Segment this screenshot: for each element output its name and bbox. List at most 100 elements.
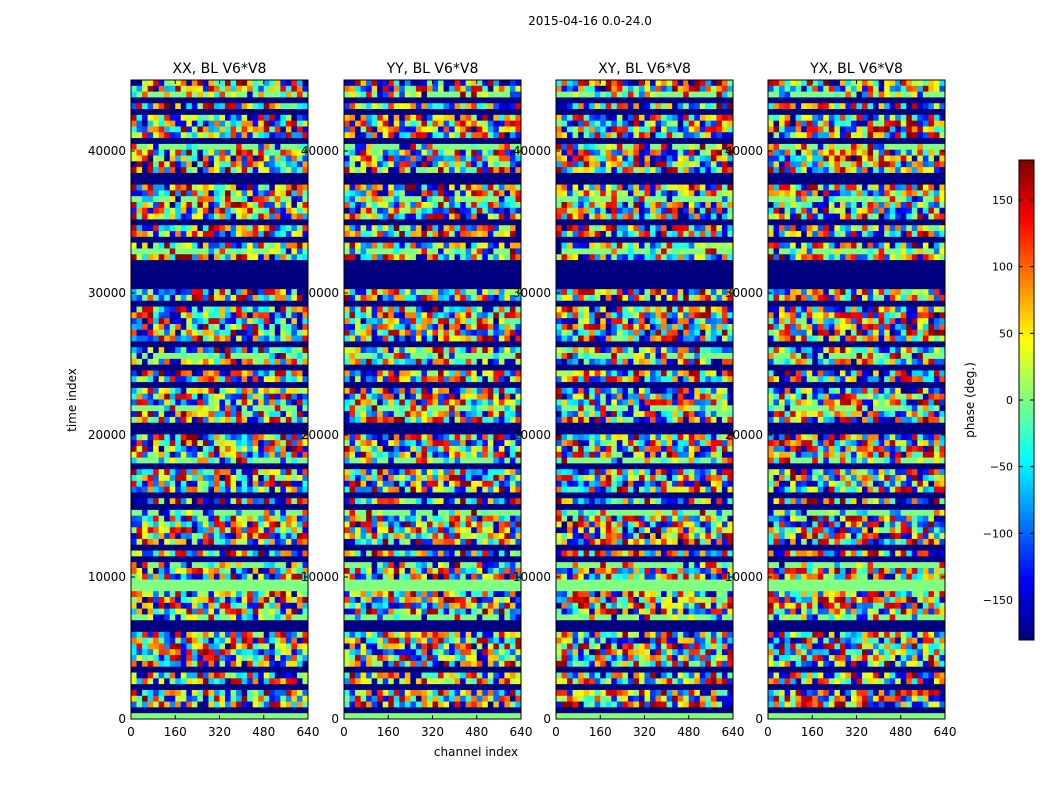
heatmap-cell [164,167,171,174]
heatmap-cell [504,103,511,110]
heatmap-cell [175,353,182,360]
heatmap-cell [454,213,461,220]
heatmap-cell [421,231,428,238]
heatmap-cell [208,196,215,203]
heatmap-cell [142,178,148,185]
heatmap-cell [415,283,422,290]
heatmap-cell [191,608,198,615]
heatmap-cell [197,254,204,261]
heatmap-cell [377,190,384,197]
heatmap-cell [393,126,400,133]
heatmap-cell [131,126,137,133]
heatmap-cell [291,434,298,441]
heatmap-cell [175,294,182,302]
heatmap-cell [153,376,160,383]
heatmap-cell [164,579,171,586]
heatmap-cell [186,353,193,360]
heatmap-cell [388,306,395,313]
heatmap-cell [388,196,395,203]
heatmap-cell [476,126,483,133]
heatmap-cell [191,655,198,662]
heatmap-cell [131,370,137,377]
heatmap-cell [471,80,478,87]
heatmap-cell [415,335,422,342]
heatmap-cell [208,521,215,528]
heatmap-cell [509,219,516,226]
heatmap-cell [153,451,160,458]
heatmap-cell [360,271,367,278]
heatmap-cell [191,591,198,598]
heatmap-cell [169,254,176,261]
heatmap-cell [180,567,187,575]
heatmap-cell [360,109,367,116]
heatmap-cell [421,97,428,104]
heatmap-cell [197,405,204,412]
heatmap-cell [285,469,292,476]
heatmap-cell [180,294,187,302]
heatmap-cell [415,172,422,180]
heatmap-cell [415,306,422,313]
heatmap-cell [498,289,505,296]
heatmap-cell [471,318,478,325]
heatmap-cell [280,143,287,151]
heatmap-cell [388,294,395,302]
heatmap-cell [355,260,361,267]
heatmap-cell [131,411,137,418]
heatmap-cell [147,544,154,551]
heatmap-cell [247,172,254,180]
heatmap-cell [498,213,505,220]
heatmap-cell [285,660,292,668]
heatmap-cell [241,585,248,592]
heatmap-cell [263,283,270,290]
heatmap-cell [460,172,467,180]
heatmap-cell [191,370,198,377]
heatmap-cell [296,213,303,220]
heatmap-cell [142,689,148,697]
heatmap-cell [399,91,406,98]
heatmap-cell [263,614,270,621]
heatmap-cell [247,457,254,464]
heatmap-cell [302,445,308,453]
heatmap-cell [269,579,276,586]
heatmap-cell [241,463,248,470]
heatmap-cell [236,138,243,145]
heatmap-cell [236,126,243,133]
heatmap-cell [269,660,276,668]
heatmap-cell [263,579,270,586]
heatmap-cell [296,492,303,499]
heatmap-cell [498,167,505,174]
x-tick-label: 640 [297,725,320,739]
heatmap-cell [285,225,292,232]
heatmap-cell [247,498,254,505]
heatmap-cell [274,143,281,151]
heatmap-cell [252,660,259,668]
heatmap-cell [366,254,373,261]
heatmap-cell [274,660,281,668]
heatmap-cell [247,335,254,342]
heatmap-cell [465,97,472,104]
heatmap-cell [219,678,226,685]
heatmap-cell [269,602,276,610]
heatmap-cell [393,132,400,139]
heatmap-cell [360,196,367,203]
heatmap-cell [131,283,137,290]
heatmap-cell [197,486,204,493]
heatmap-cell [344,225,350,232]
heatmap-cell [454,225,461,232]
heatmap-cell [236,492,243,499]
heatmap-cell [377,155,384,162]
heatmap-cell [236,643,243,650]
heatmap-cell [449,172,456,180]
heatmap-cell [438,109,444,116]
heatmap-cell [225,370,231,377]
heatmap-cell [280,399,287,406]
heatmap-cell [471,97,478,104]
heatmap-cell [158,387,165,395]
heatmap-cell [388,138,395,145]
heatmap-cell [366,271,373,278]
heatmap-cell [186,387,193,395]
heatmap-cell [169,103,176,110]
heatmap-cell [498,335,505,342]
heatmap-cell [443,80,450,87]
heatmap-cell [476,219,483,226]
